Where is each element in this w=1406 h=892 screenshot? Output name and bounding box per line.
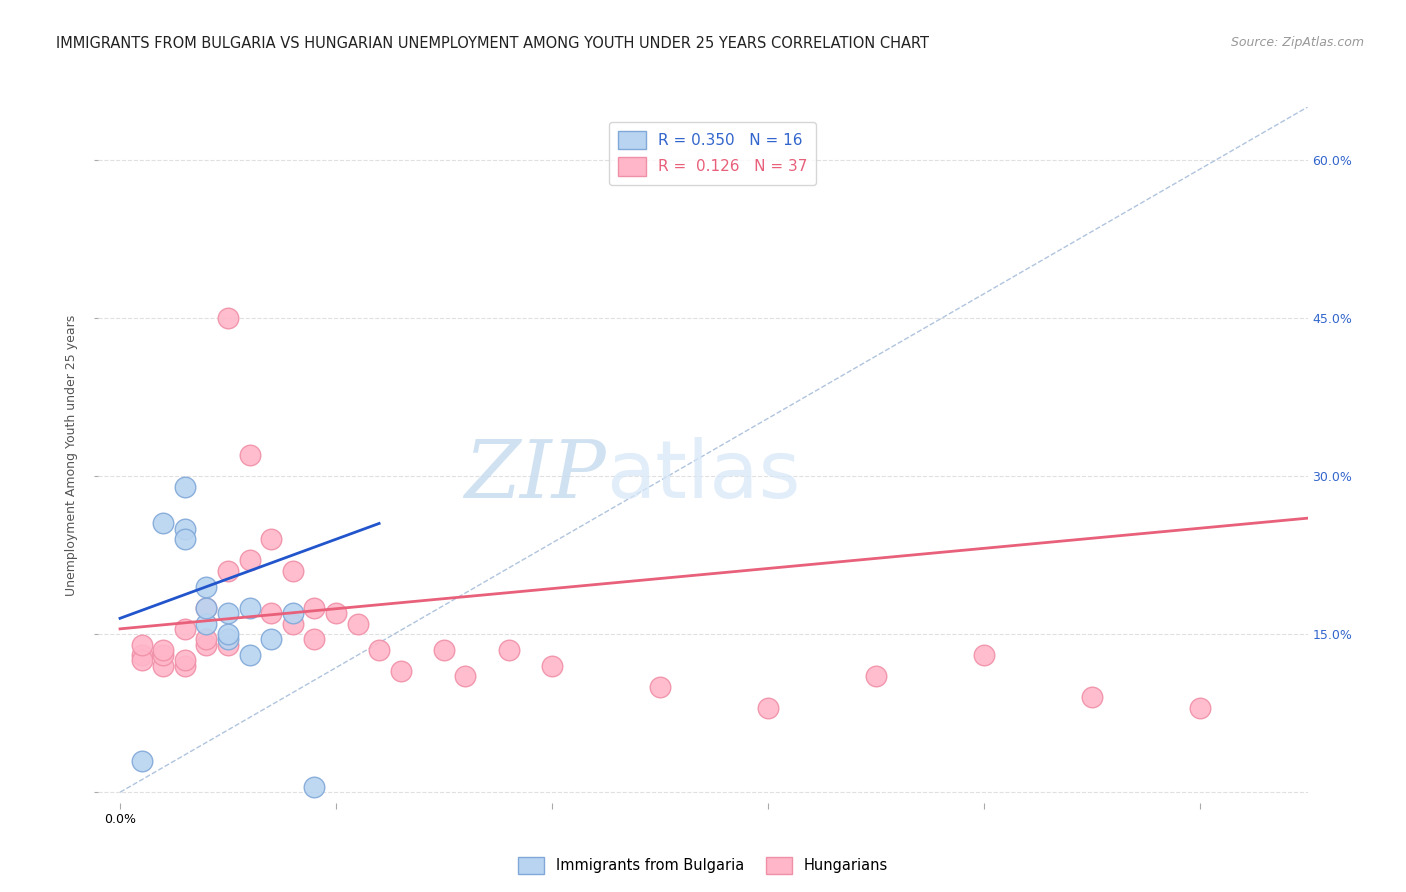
Point [239, 448, 262, 462]
Point [152, 648, 174, 663]
Point [217, 638, 239, 652]
Point [540, 658, 562, 673]
Point [217, 627, 239, 641]
Point [131, 648, 153, 663]
Point [217, 564, 239, 578]
Point [239, 600, 262, 615]
Point [368, 643, 391, 657]
Point [454, 669, 477, 683]
Text: atlas: atlas [606, 437, 800, 515]
Point [304, 600, 326, 615]
Point [973, 648, 995, 663]
Point [281, 616, 304, 631]
Point [152, 643, 174, 657]
Point [217, 310, 239, 325]
Point [304, 632, 326, 647]
Point [260, 632, 283, 647]
Point [173, 653, 195, 667]
Point [195, 600, 218, 615]
Point [131, 754, 153, 768]
Point [195, 638, 218, 652]
Text: ZIP: ZIP [464, 437, 606, 515]
Point [389, 664, 412, 678]
Point [173, 622, 195, 636]
Point [152, 516, 174, 531]
Y-axis label: Unemployment Among Youth under 25 years: Unemployment Among Youth under 25 years [65, 314, 79, 596]
Point [195, 580, 218, 594]
Point [498, 643, 520, 657]
Point [346, 616, 368, 631]
Point [325, 606, 347, 620]
Text: Source: ZipAtlas.com: Source: ZipAtlas.com [1230, 36, 1364, 49]
Text: IMMIGRANTS FROM BULGARIA VS HUNGARIAN UNEMPLOYMENT AMONG YOUTH UNDER 25 YEARS CO: IMMIGRANTS FROM BULGARIA VS HUNGARIAN UN… [56, 36, 929, 51]
Point [195, 632, 218, 647]
Point [1080, 690, 1102, 705]
Point [433, 643, 456, 657]
Point [1188, 701, 1211, 715]
Point [865, 669, 887, 683]
Point [304, 780, 326, 794]
Point [217, 632, 239, 647]
Point [195, 600, 218, 615]
Point [131, 653, 153, 667]
Point [239, 553, 262, 567]
Point [281, 564, 304, 578]
Point [239, 648, 262, 663]
Point [260, 606, 283, 620]
Legend: Immigrants from Bulgaria, Hungarians: Immigrants from Bulgaria, Hungarians [512, 851, 894, 880]
Point [648, 680, 671, 694]
Point [173, 533, 195, 547]
Legend: R = 0.350   N = 16, R =  0.126   N = 37: R = 0.350 N = 16, R = 0.126 N = 37 [609, 121, 817, 185]
Point [152, 658, 174, 673]
Point [173, 658, 195, 673]
Point [173, 479, 195, 493]
Point [260, 533, 283, 547]
Point [217, 606, 239, 620]
Point [173, 522, 195, 536]
Point [281, 606, 304, 620]
Point [756, 701, 779, 715]
Point [195, 616, 218, 631]
Point [131, 638, 153, 652]
